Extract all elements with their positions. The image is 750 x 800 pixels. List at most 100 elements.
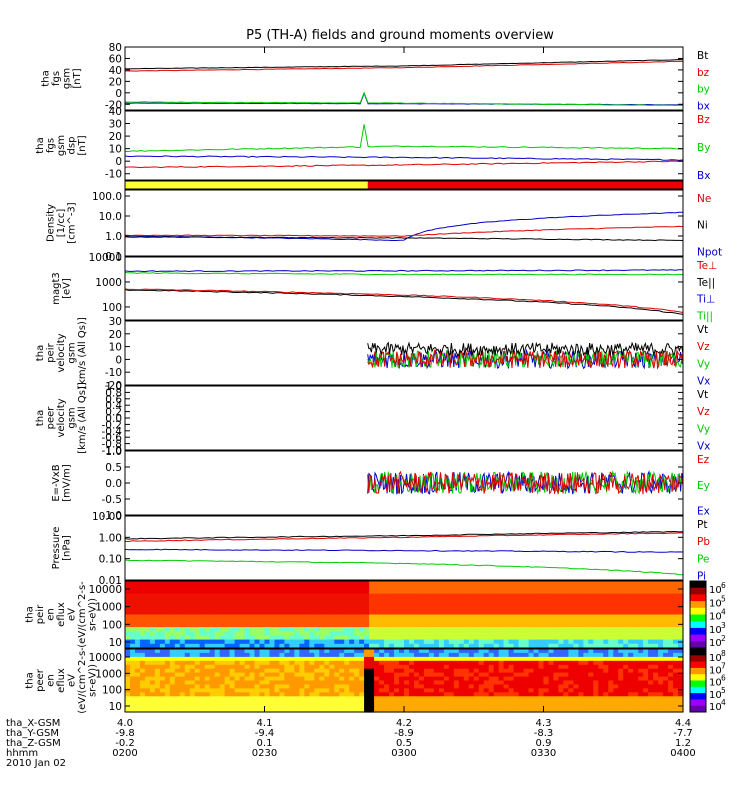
spec-10-cell-97-0 bbox=[608, 649, 614, 654]
spec-9-cell-25-13 bbox=[249, 635, 256, 641]
spec-10-cell-89-12 bbox=[568, 696, 574, 701]
spec-9-cell-36-15 bbox=[304, 643, 310, 649]
panel-4-lines bbox=[125, 269, 683, 315]
spec-10-cell-42-5 bbox=[334, 668, 340, 674]
spec-10-cell-0-4 bbox=[125, 664, 131, 670]
spec-9-cell-24-14 bbox=[244, 639, 251, 645]
spec-10-cell-77-2 bbox=[508, 656, 515, 662]
spec-9-cell-18-6 bbox=[214, 606, 221, 611]
spec-9-cell-87-5 bbox=[558, 601, 564, 607]
spec-10-cell-54-6 bbox=[394, 672, 400, 678]
spec-10-cell-62-7 bbox=[433, 676, 440, 682]
spec-9-cell-94-5 bbox=[593, 601, 599, 607]
spec-9-cell-60-4 bbox=[423, 597, 430, 603]
spec-9-cell-93-7 bbox=[588, 610, 594, 616]
spec-10-cell-39-13 bbox=[319, 700, 325, 705]
spec-9-cell-1-12 bbox=[130, 631, 136, 637]
series-7-Ez bbox=[367, 470, 683, 495]
spec-9-cell-44-14 bbox=[344, 639, 350, 645]
spec-10-cell-0-1 bbox=[125, 652, 131, 658]
spec-10-cell-52-14 bbox=[384, 704, 390, 709]
spec-10-cell-19-7 bbox=[219, 676, 226, 682]
spec-10-cell-21-13 bbox=[229, 700, 236, 705]
spec-10-cell-62-10 bbox=[433, 688, 440, 693]
spec-9-cell-32-3 bbox=[284, 593, 290, 599]
panel-1-ylabel-line-3: dsp bbox=[67, 137, 78, 155]
spec-10-cell-79-12 bbox=[518, 696, 525, 701]
spec-9-cell-4-13 bbox=[144, 635, 151, 641]
spec-9-cell-58-10 bbox=[414, 622, 420, 628]
spec-10-cell-61-12 bbox=[428, 696, 435, 701]
spec-9-cell-40-7 bbox=[324, 610, 330, 616]
spec-9-cell-77-13 bbox=[508, 635, 515, 641]
spec-10-cell-48-12 bbox=[364, 696, 370, 701]
spec-9-cell-76-0 bbox=[503, 581, 510, 586]
spec-9-cell-19-14 bbox=[219, 639, 226, 645]
spec-10-cell-81-11 bbox=[528, 692, 535, 697]
spec-9-cell-104-5 bbox=[643, 601, 649, 607]
spec-9-cell-45-11 bbox=[349, 627, 355, 632]
spec-9-cell-31-1 bbox=[279, 585, 285, 590]
colorbar-10-tick-2: 10 6 bbox=[709, 674, 726, 689]
spec-9-cell-76-13 bbox=[503, 635, 510, 641]
spec-9-cell-69-15 bbox=[468, 643, 475, 649]
spec-10-cell-45-6 bbox=[349, 672, 355, 678]
spec-9-cell-27-1 bbox=[259, 585, 266, 590]
spec-9-cell-89-3 bbox=[568, 593, 574, 599]
spec-9-cell-111-3 bbox=[678, 593, 684, 599]
spec-9-cell-34-8 bbox=[294, 614, 300, 620]
series-4-Te|| bbox=[125, 289, 683, 315]
spec-10-cell-9-3 bbox=[169, 660, 176, 666]
spec-10-cell-18-14 bbox=[214, 704, 221, 709]
spec-10-cell-46-11 bbox=[354, 692, 360, 697]
spec-10-cell-72-15 bbox=[483, 708, 490, 713]
spec-9-cell-90-15 bbox=[573, 643, 579, 649]
spec-10-cell-63-10 bbox=[438, 688, 445, 693]
spec-9-cell-10-12 bbox=[174, 631, 181, 637]
colorbar-10-tick-exp-4: 4 bbox=[721, 698, 726, 707]
spec-9-cell-38-3 bbox=[314, 593, 320, 599]
spec-10-cell-37-13 bbox=[309, 700, 315, 705]
spec-10-cell-30-10 bbox=[274, 688, 281, 693]
spec-9-cell-6-11 bbox=[154, 627, 161, 632]
spec-9-cell-37-8 bbox=[309, 614, 315, 620]
spec-10-cell-47-15 bbox=[359, 708, 365, 713]
spec-10-cell-8-6 bbox=[164, 672, 171, 678]
spec-9-cell-72-12 bbox=[483, 631, 490, 637]
spec-10-cell-37-8 bbox=[309, 680, 315, 685]
spec-10-cell-9-5 bbox=[169, 668, 176, 674]
spec-9-cell-103-15 bbox=[638, 643, 644, 649]
spec-10-cell-99-1 bbox=[618, 652, 624, 658]
spec-10-cell-5-7 bbox=[149, 676, 156, 682]
spec-10-cell-8-12 bbox=[164, 696, 171, 701]
spec-10-cell-30-5 bbox=[274, 668, 281, 674]
spec-10-cell-41-11 bbox=[329, 692, 335, 697]
spec-10-cell-3-5 bbox=[139, 668, 146, 674]
spec-10-cell-6-9 bbox=[154, 684, 161, 689]
spec-9-cell-63-12 bbox=[438, 631, 445, 637]
spec-9-cell-14-8 bbox=[194, 614, 201, 620]
panel-1-ytick-label-3: 10 bbox=[109, 144, 122, 156]
spec-9-cell-14-15 bbox=[194, 643, 201, 649]
spec-10-cell-18-6 bbox=[214, 672, 221, 678]
spec-9-cell-105-15 bbox=[648, 643, 654, 649]
series-5-Vt bbox=[367, 341, 683, 357]
spec-9-cell-40-9 bbox=[324, 618, 330, 624]
panel-5-ylabel-line-4: [km/s (All Qs)] bbox=[77, 317, 88, 389]
spec-9-cell-21-13 bbox=[229, 635, 236, 641]
spec-9-cell-64-6 bbox=[443, 606, 450, 611]
spec-9-cell-32-8 bbox=[284, 614, 290, 620]
spec-10-cell-44-15 bbox=[344, 708, 350, 713]
spec-9-cell-99-11 bbox=[618, 627, 624, 632]
spec-9-cell-107-12 bbox=[658, 631, 664, 637]
spec-9-cell-25-15 bbox=[249, 643, 256, 649]
spec-10-cell-101-0 bbox=[628, 649, 634, 654]
spec-9-cell-61-10 bbox=[428, 622, 435, 628]
xaxis-row-3-value-4: 0400 bbox=[670, 748, 695, 759]
spec-10-cell-78-6 bbox=[513, 672, 520, 678]
spec-10-cell-27-13 bbox=[259, 700, 266, 705]
spec-9-cell-37-3 bbox=[309, 593, 315, 599]
spec-9-cell-86-4 bbox=[553, 597, 560, 603]
spec-10-cell-85-1 bbox=[548, 652, 555, 658]
